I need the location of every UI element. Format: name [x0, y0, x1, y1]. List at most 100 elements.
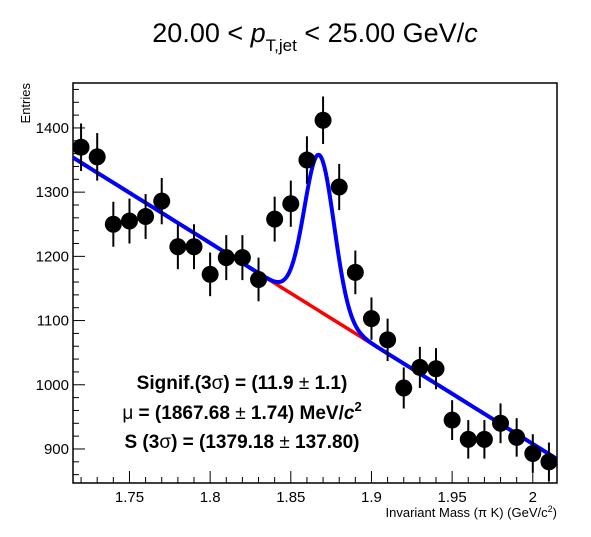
data-point — [315, 96, 332, 144]
data-point — [298, 136, 315, 184]
data-point — [234, 235, 251, 280]
title-part-3: < 25.00 GeV/ — [297, 18, 465, 48]
data-marker — [428, 360, 445, 377]
x-tick-label: 1.75 — [115, 489, 144, 506]
data-marker — [250, 271, 267, 288]
data-marker — [444, 412, 461, 429]
y-tick-labels: 900 1000 1100 1200 1300 1400 — [36, 120, 69, 458]
x-axis-title-end: ) — [553, 505, 557, 520]
data-point — [266, 197, 283, 242]
y-tick-label: 900 — [44, 441, 69, 458]
data-marker — [363, 310, 380, 327]
data-marker — [266, 211, 283, 228]
data-marker — [492, 415, 509, 432]
data-marker — [298, 152, 315, 169]
data-marker — [218, 249, 235, 266]
x-tick-label: 1.85 — [276, 489, 305, 506]
annot-3-a: S (3 — [124, 432, 159, 453]
data-marker — [282, 195, 299, 212]
data-marker — [508, 429, 525, 446]
annot-1-b: ) = (11.9 — [223, 373, 299, 394]
annot-2-a: = (1867.68 — [133, 403, 235, 424]
data-point — [218, 235, 235, 280]
data-point — [444, 400, 461, 440]
data-point — [89, 133, 106, 181]
annot-3-c: 137.80) — [290, 432, 360, 453]
x-tick-label: 1.8 — [200, 489, 221, 506]
data-marker — [186, 238, 203, 255]
data-marker — [411, 359, 428, 376]
data-marker — [379, 331, 396, 348]
data-marker — [315, 112, 332, 129]
data-marker — [395, 379, 412, 396]
data-point — [250, 258, 267, 302]
annot-2-c: c — [344, 403, 355, 424]
annot-3-b: ) = (1379.18 — [171, 432, 279, 453]
annot-2-pm: ± — [235, 403, 245, 424]
x-tick-label: 1.95 — [438, 489, 467, 506]
y-tick-label: 1200 — [36, 248, 69, 265]
data-marker — [121, 213, 138, 230]
data-point — [492, 403, 509, 443]
annot-2-mu: μ — [122, 403, 133, 424]
data-marker — [540, 453, 557, 470]
annot-1-sigma: σ — [212, 373, 224, 394]
data-marker — [460, 431, 477, 448]
annotation-signal: S (3σ) = (1379.18 ± 137.80) — [124, 432, 359, 453]
y-tick-label: 1300 — [36, 184, 69, 201]
data-marker — [476, 431, 493, 448]
y-tick-label: 1000 — [36, 377, 69, 394]
data-marker — [331, 179, 348, 196]
data-marker — [347, 264, 364, 281]
data-marker — [73, 139, 90, 156]
data-point — [105, 202, 122, 247]
annot-2-b: 1.74) MeV/ — [246, 403, 345, 424]
x-tick-labels: 1.75 1.8 1.85 1.9 1.95 2 — [115, 489, 537, 506]
title-part-c: c — [464, 18, 478, 48]
data-point — [169, 224, 186, 269]
data-point — [379, 319, 396, 361]
data-marker — [202, 266, 219, 283]
data-point — [411, 347, 428, 388]
annot-1-c: 1.1) — [309, 373, 347, 394]
y-tick-label: 1100 — [37, 313, 69, 330]
title-part-subscript: T,jet — [266, 36, 297, 55]
chart-title: 20.00 < pT,jet < 25.00 GeV/c — [152, 18, 478, 55]
data-marker — [169, 238, 186, 255]
y-axis-title: Entries — [18, 83, 33, 124]
data-marker — [524, 445, 541, 462]
annotation-significance: Signif.(3σ) = (11.9 ± 1.1) — [137, 373, 348, 394]
annot-2-sup: 2 — [354, 399, 361, 414]
data-point — [508, 418, 525, 457]
data-point — [202, 253, 219, 297]
x-axis-title: Invariant Mass (π K) (GeV/c2) — [386, 504, 557, 520]
annot-1-a: Signif.(3 — [137, 373, 212, 394]
data-point — [347, 251, 364, 295]
data-point — [282, 181, 299, 227]
annot-1-pm: ± — [299, 373, 309, 394]
y-tick-label: 1400 — [36, 120, 69, 137]
data-point — [73, 123, 90, 171]
data-marker — [105, 216, 122, 233]
annot-3-pm: ± — [279, 432, 289, 453]
data-point — [363, 297, 380, 339]
data-point — [428, 348, 445, 389]
data-point — [460, 420, 477, 459]
x-tick-label: 1.9 — [361, 489, 382, 506]
data-marker — [234, 249, 251, 266]
data-marker — [137, 208, 154, 225]
annot-3-sigma: σ — [159, 432, 171, 453]
data-marker — [153, 193, 170, 210]
data-point — [331, 164, 348, 210]
data-marker — [89, 148, 106, 165]
data-point — [395, 367, 412, 408]
data-point — [476, 420, 493, 459]
x-axis-title-main: Invariant Mass (π K) (GeV/c — [386, 505, 549, 520]
x-tick-label: 2 — [529, 489, 537, 506]
title-part-1: 20.00 < — [152, 18, 250, 48]
annotation-mean: μ = (1867.68 ± 1.74) MeV/c2 — [122, 399, 361, 424]
title-part-p: p — [250, 18, 266, 48]
data-point — [121, 199, 138, 244]
